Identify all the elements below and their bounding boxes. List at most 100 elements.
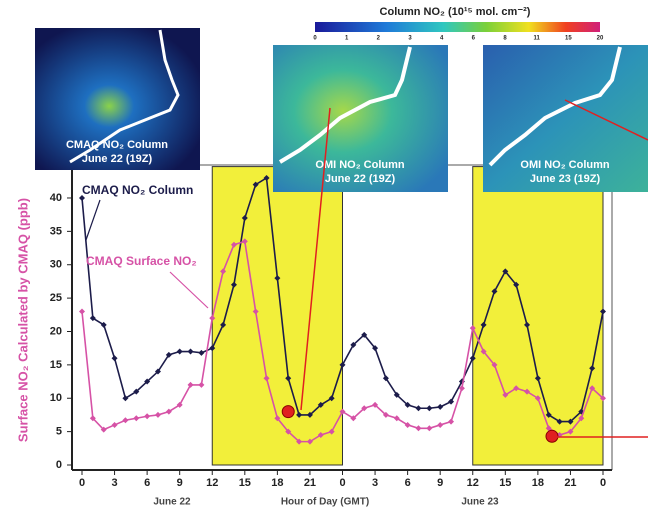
point [600, 395, 606, 402]
colorbar-tick-label: 11 [533, 36, 540, 42]
point [491, 288, 498, 295]
colorbar-tick-label: 8 [503, 36, 507, 42]
point [220, 268, 227, 275]
inset-caption: June 23 (19Z) [530, 173, 601, 185]
point [79, 194, 85, 201]
point [469, 325, 476, 332]
point [187, 381, 194, 388]
point [502, 268, 509, 275]
x-tick-label: 21 [304, 477, 316, 489]
point [230, 241, 237, 248]
point [480, 321, 487, 328]
y-tick-label: 20 [50, 325, 62, 337]
x-tick-label: 18 [271, 477, 283, 489]
point [567, 418, 574, 425]
point [89, 315, 96, 322]
inset-caption: June 22 (19Z) [325, 173, 396, 185]
x-tick-label: 9 [437, 477, 443, 489]
point [469, 355, 476, 362]
point [404, 421, 411, 428]
point [382, 411, 389, 418]
point [524, 388, 531, 395]
point [111, 355, 118, 362]
point [209, 315, 216, 322]
point [144, 413, 151, 420]
point [361, 331, 368, 338]
y-tick-label: 15 [50, 359, 62, 371]
inset-caption: OMI NO₂ Column [315, 159, 404, 171]
x-tick-label: 6 [405, 477, 411, 489]
y-tick-label: 40 [50, 192, 62, 204]
point [317, 401, 324, 408]
colorbar [315, 22, 600, 32]
shaded-range [472, 166, 604, 466]
point [100, 321, 107, 328]
colorbar-tick-label: 3 [408, 36, 412, 42]
point [339, 408, 346, 415]
point [252, 181, 259, 188]
highlight-point [281, 405, 295, 419]
point [448, 398, 455, 405]
legend-arrow [169, 271, 209, 309]
legend-arrow [85, 199, 101, 241]
point [285, 375, 292, 382]
point [426, 425, 433, 432]
y-tick-label: 10 [50, 392, 62, 404]
x-tick-label: 21 [564, 477, 576, 489]
inset-map [483, 45, 648, 192]
point [534, 395, 541, 402]
point [393, 415, 400, 422]
point [513, 385, 520, 392]
colorbar-tick-label: 0 [313, 36, 317, 42]
inset-map [273, 45, 448, 192]
point [524, 321, 531, 328]
point [589, 365, 596, 372]
point [154, 368, 161, 375]
colorbar-title: Column NO₂ (10¹⁵ mol. cm⁻²) [380, 6, 531, 18]
point [187, 348, 194, 355]
point [480, 348, 487, 355]
point [545, 425, 552, 432]
point [122, 395, 129, 402]
point [350, 415, 357, 422]
x-axis-label: Hour of Day (GMT) [281, 497, 369, 508]
point [589, 385, 596, 392]
point [415, 405, 422, 412]
y-tick-label: 35 [50, 225, 62, 237]
point [404, 401, 411, 408]
x-tick-label: 3 [112, 477, 118, 489]
x-tick-label: 6 [144, 477, 150, 489]
day-label: June 22 [153, 497, 191, 508]
point [545, 411, 552, 418]
y-tick-label: 25 [50, 292, 62, 304]
point [198, 381, 205, 388]
x-tick-label: 12 [206, 477, 218, 489]
x-tick-label: 0 [79, 477, 85, 489]
y-axis-label: Surface NO₂ Calculated by CMAQ (ppb) [15, 198, 30, 442]
point [372, 345, 379, 352]
point [111, 421, 118, 428]
colorbar-tick-label: 6 [472, 36, 476, 42]
point [350, 341, 357, 348]
y-tick-label: 0 [56, 459, 62, 471]
point [306, 411, 313, 418]
point [154, 411, 161, 418]
colorbar-tick-label: 4 [440, 36, 444, 42]
legend-label: CMAQ Surface NO₂ [86, 254, 197, 268]
point [176, 401, 183, 408]
point [556, 418, 563, 425]
inset-caption: CMAQ NO₂ Column [66, 139, 168, 151]
point [274, 275, 281, 282]
point [296, 438, 303, 445]
point [502, 391, 509, 398]
point [133, 388, 140, 395]
point [448, 418, 455, 425]
day-label: June 23 [461, 497, 499, 508]
point [426, 405, 433, 412]
point [328, 428, 335, 435]
x-tick-label: 9 [177, 477, 183, 489]
point [133, 415, 140, 422]
point [176, 348, 183, 355]
point [578, 415, 585, 422]
